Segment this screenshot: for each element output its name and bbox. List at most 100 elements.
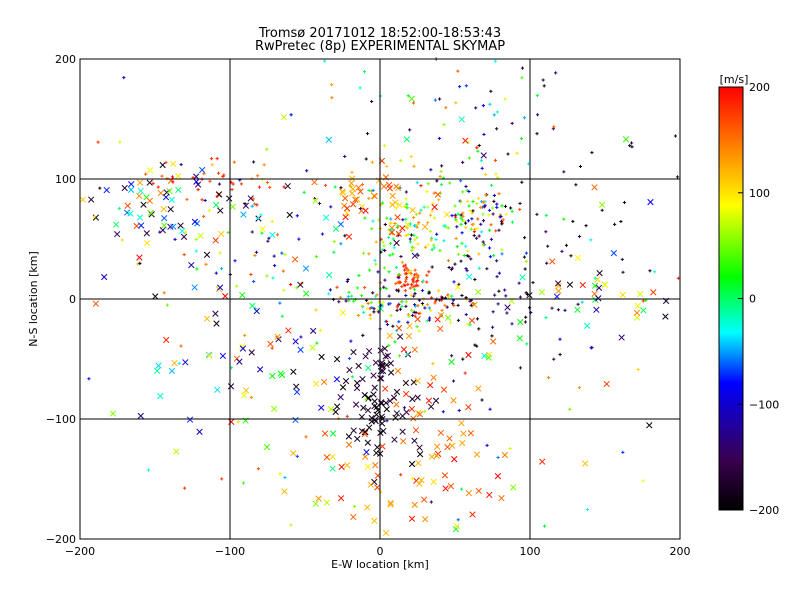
data-point-plus [450,214,454,218]
data-point-x [240,211,247,218]
data-point-x [247,195,254,202]
data-point-plus [405,352,409,356]
data-point-plus [542,84,546,88]
data-point-plus [495,275,499,279]
data-point-plus [209,157,214,161]
data-point-plus [297,237,301,241]
data-point-plus [470,211,474,215]
data-point-plus [182,253,186,257]
data-point-plus [184,230,188,234]
data-point-x [318,404,325,411]
data-point-plus [414,272,418,276]
data-point-plus [381,201,385,205]
data-point-plus [230,187,234,192]
data-point-x [239,343,246,350]
data-point-plus [494,172,498,176]
data-point-plus [259,213,263,217]
data-point-plus [531,280,535,285]
data-point-plus [202,214,206,219]
data-point-x [386,185,394,192]
data-point-plus [475,317,480,321]
data-point-plus [397,354,402,358]
data-point-x [409,395,416,403]
data-point-plus [358,86,362,90]
data-point-plus [425,280,429,284]
data-point-x [182,359,189,366]
data-point-x [402,379,410,387]
data-point-x [460,430,467,437]
data-point-plus [451,379,456,383]
data-point-x [595,284,603,292]
data-point-x [481,352,488,360]
data-point-x [395,325,403,332]
data-point-plus [469,257,473,261]
data-point-x [346,366,353,374]
data-point-plus [395,308,399,312]
data-point-plus [619,219,623,224]
data-point-plus [455,225,459,229]
data-point-x [212,201,220,209]
data-point-plus [461,357,465,361]
data-point-x [387,501,394,508]
data-point-plus [489,223,493,227]
data-point-x [406,322,413,330]
data-point-plus [494,229,498,233]
data-point-x [574,306,581,313]
y-tick-label: −200 [46,533,76,546]
data-point-plus [170,175,175,179]
data-point-plus [420,288,425,293]
data-point-plus [464,312,468,317]
data-point-x [593,306,600,313]
data-point-plus [389,313,393,318]
data-point-plus [388,241,393,245]
data-point-plus [621,450,625,454]
data-point-plus [467,254,471,259]
data-point-plus [413,268,417,272]
data-point-x [619,291,626,299]
data-point-x [498,494,505,502]
data-point-plus [329,82,334,87]
data-point-plus [361,333,365,337]
data-point-plus [459,222,463,226]
data-point-plus [396,304,400,308]
data-point-plus [396,224,400,228]
data-point-plus [446,293,450,297]
data-point-plus [411,285,415,289]
colorbar-tick-label: −100 [749,398,779,411]
data-point-plus [194,237,198,242]
data-point-x [584,322,591,329]
data-point-plus [413,284,417,288]
data-point-plus [480,166,484,170]
data-point-x [411,252,419,259]
data-point-x [312,500,319,507]
data-point-x [297,281,304,288]
data-point-plus [382,144,386,148]
data-point-x [242,387,250,394]
data-point-plus [418,211,422,215]
data-point-x [480,152,487,159]
data-point-x [408,405,416,413]
data-point-plus [467,189,471,194]
data-point-x [411,437,418,444]
data-point-plus [403,263,407,267]
data-point-plus [410,245,414,249]
data-point-x [163,336,170,344]
data-point-x [474,288,482,296]
data-point-plus [411,101,416,105]
data-point-x [402,390,410,398]
data-point-plus [410,308,414,312]
data-point-x [519,274,526,281]
data-point-plus [408,128,412,132]
data-point-x [409,207,416,214]
data-point-plus [401,218,405,222]
data-point-plus [448,181,452,185]
data-point-plus [203,198,207,203]
data-point-plus [257,185,262,189]
data-point-x [454,284,462,291]
data-point-plus [158,230,162,234]
data-point-plus [508,446,512,451]
data-point-x [333,403,341,410]
data-point-plus [406,282,410,286]
data-point-plus [362,310,366,314]
data-point-plus [416,274,420,278]
